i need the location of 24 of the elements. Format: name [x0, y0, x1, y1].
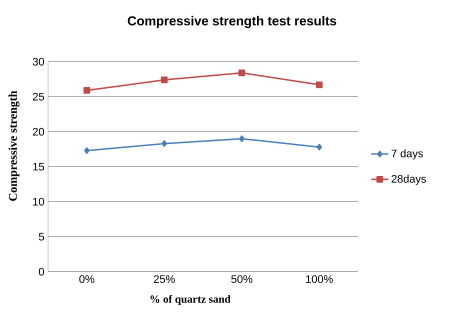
x-tick-label: 50% — [231, 275, 252, 283]
y-axis-title: Compressive strength — [8, 90, 20, 201]
chart-title: Compressive strength test results — [128, 16, 336, 28]
y-tick-label: 15 — [33, 162, 44, 171]
y-tick-label: 30 — [32, 58, 44, 66]
y-tick-label: 10 — [33, 198, 44, 206]
point — [162, 140, 167, 147]
point — [238, 70, 246, 76]
x-tick-label: 0% — [79, 275, 94, 283]
point — [239, 135, 244, 142]
x-tick-label: 100% — [306, 275, 333, 283]
point — [84, 147, 90, 154]
legend-label: 28days — [392, 174, 426, 185]
point — [160, 76, 168, 84]
x-tick-label: 25% — [154, 275, 175, 283]
y-tick-label: 25 — [32, 92, 44, 101]
point — [83, 87, 90, 94]
legend-label: 7 days — [392, 149, 423, 160]
y-tick-label: 0 — [38, 268, 44, 276]
point — [316, 81, 323, 88]
x-axis-title: % of quartz sand — [150, 294, 231, 306]
y-tick-label: 20 — [32, 128, 44, 136]
point — [316, 144, 322, 150]
y-tick-label: 5 — [38, 232, 44, 241]
